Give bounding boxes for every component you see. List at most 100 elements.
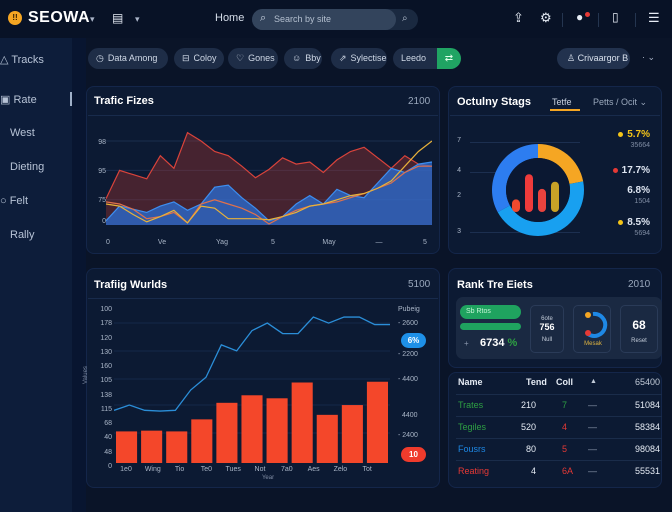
cell-tend: 80 [525, 444, 536, 454]
user-chip[interactable]: ♙ Crivaargor B [557, 48, 630, 69]
rank-box-null[interactable]: 6ote 756 Null [530, 305, 564, 353]
panel-icon[interactable]: ▯ [612, 10, 619, 24]
donut-chart [492, 144, 584, 236]
bar [316, 414, 338, 463]
y-tick: 3 [457, 228, 461, 235]
cell-tend: 4 [530, 466, 536, 476]
x-axis-label: Year [261, 475, 275, 481]
sidebar-item-tracks[interactable]: △ Tracks [0, 54, 44, 66]
gridline [470, 142, 580, 143]
cell-dash: — [588, 466, 597, 476]
settings-gear-icon[interactable]: ⚙ [540, 10, 552, 25]
y-tick: 98 [98, 139, 106, 146]
brand-chevron-down-icon[interactable]: ▾ [90, 14, 95, 24]
triangle-icon: △ [0, 54, 12, 66]
legend-dot [618, 131, 624, 137]
x-tick: Tio [174, 466, 185, 473]
stats-title: Octulny Stags [457, 96, 531, 108]
apply-filter-button[interactable]: ⇄ [437, 48, 461, 69]
cell-tend: 520 [520, 422, 536, 432]
legend-dot [618, 219, 624, 225]
chevron-down-icon[interactable]: · ⌄ [642, 52, 656, 62]
blue-pill-badge[interactable]: 6% [401, 333, 426, 348]
table-row[interactable]: Reating 4 6A — 55531 [456, 460, 662, 482]
y-tick: 130 [100, 348, 112, 356]
divider [450, 115, 660, 116]
menu-icon[interactable]: ☰ [648, 10, 660, 25]
right-tick: - 2200 [398, 351, 418, 358]
chip-sylectise[interactable]: ⇗ Sylectise [331, 48, 387, 69]
chip-data-among[interactable]: ◷ Data Among [88, 48, 168, 69]
divider [88, 115, 438, 116]
cell-name: Trates [458, 400, 484, 410]
donut-inner-bar [551, 181, 559, 212]
traffic-meta: 2100 [408, 96, 431, 107]
rank-summary-panel: Sb Rtos + 6734 % 6ote 756 Null Mesak 68 … [456, 297, 662, 359]
document-icon[interactable]: ▤ [112, 11, 124, 25]
notification-badge [585, 12, 590, 17]
chip-gones[interactable]: ♡ Gones [228, 48, 278, 69]
x-tick: Te0 [200, 466, 213, 473]
trending-meta: 5100 [408, 279, 431, 290]
x-tick: Aes [307, 466, 320, 473]
legend-sub: 5694 [634, 230, 650, 237]
table-header: Name Tend Coll ▲ 65400 [458, 377, 660, 387]
search-icon: ⌕ [260, 12, 267, 24]
cell-amount: 55531 [634, 466, 660, 476]
right-axis-label: Pubeig [398, 306, 420, 313]
nav-home-link[interactable]: Home [215, 12, 245, 24]
x-tick: Wing [144, 466, 161, 473]
export-icon[interactable]: ⇪ [513, 10, 524, 25]
document-icon: ▣ [0, 94, 14, 106]
chip-leedo[interactable]: Leedo [393, 48, 438, 69]
cell-coll: 7 [562, 400, 568, 410]
table-row[interactable]: Tegiles 520 4 — 58384 [456, 416, 662, 438]
tab-petts-ocit[interactable]: Petts / Ocit ⌄ [593, 97, 648, 107]
cell-name: Fousrs [458, 444, 486, 454]
y-tick: 7 [457, 137, 461, 144]
chevron-down-icon[interactable]: ▾ [135, 14, 140, 24]
table-row[interactable]: Trates 210 7 — 51084 [456, 394, 662, 416]
cell-name: Reating [458, 466, 490, 476]
sidebar-item-west[interactable]: West [10, 127, 35, 139]
sidebar-item-felt[interactable]: ○ Felt [0, 195, 29, 207]
sort-ascending-icon[interactable]: ▲ [590, 378, 597, 385]
table-row[interactable]: Fousrs 80 5 — 98084 [456, 438, 662, 460]
bar [366, 381, 388, 463]
sidebar-item-rate[interactable]: ▣ Rate [0, 94, 37, 106]
bar [341, 405, 363, 463]
y-tick: 138 [100, 391, 112, 399]
cell-tend: 210 [520, 400, 536, 410]
y-tick: 100 [100, 306, 112, 313]
cell-dash: — [588, 422, 597, 432]
rank-box-reset[interactable]: 68 Reset [620, 305, 658, 353]
divider [598, 13, 599, 27]
x-tick: 5 [423, 239, 427, 246]
notification-icon[interactable]: ● [576, 10, 584, 24]
cell-coll: 6A [562, 466, 574, 476]
sidebar-item-rally[interactable]: Rally [10, 229, 35, 241]
chip-bby[interactable]: ☺ Bby [284, 48, 322, 69]
rank-box-mesak[interactable]: Mesak [573, 305, 611, 353]
chip-coloy[interactable]: ⊟ Coloy [174, 48, 224, 69]
legend-item-2: 17.7% [588, 165, 650, 176]
bar [291, 382, 313, 463]
bar [116, 431, 138, 463]
red-pill-badge[interactable]: 10 [401, 447, 426, 462]
x-tick: Zelo [333, 466, 348, 473]
y-tick: 105 [100, 377, 112, 385]
y-tick: 0 [108, 463, 112, 470]
donut-slice-blue [492, 144, 538, 213]
tab-tetfe[interactable]: Tetfe [552, 97, 572, 107]
bar [216, 402, 238, 463]
circle-icon: ○ [0, 195, 10, 207]
search-bar[interactable]: ⌕ Search by site ⌕ [252, 9, 418, 30]
search-input[interactable]: ⌕ Search by site [252, 9, 396, 30]
sidebar-item-dieting[interactable]: Dieting [10, 161, 45, 173]
bar [191, 419, 213, 463]
search-submit-icon[interactable]: ⌕ [402, 13, 408, 24]
sidebar-edge [72, 38, 86, 512]
cell-dash: — [588, 444, 597, 454]
brand-name[interactable]: SEOWA [28, 9, 91, 26]
trending-title: Trafiig Wurlds [94, 279, 168, 291]
